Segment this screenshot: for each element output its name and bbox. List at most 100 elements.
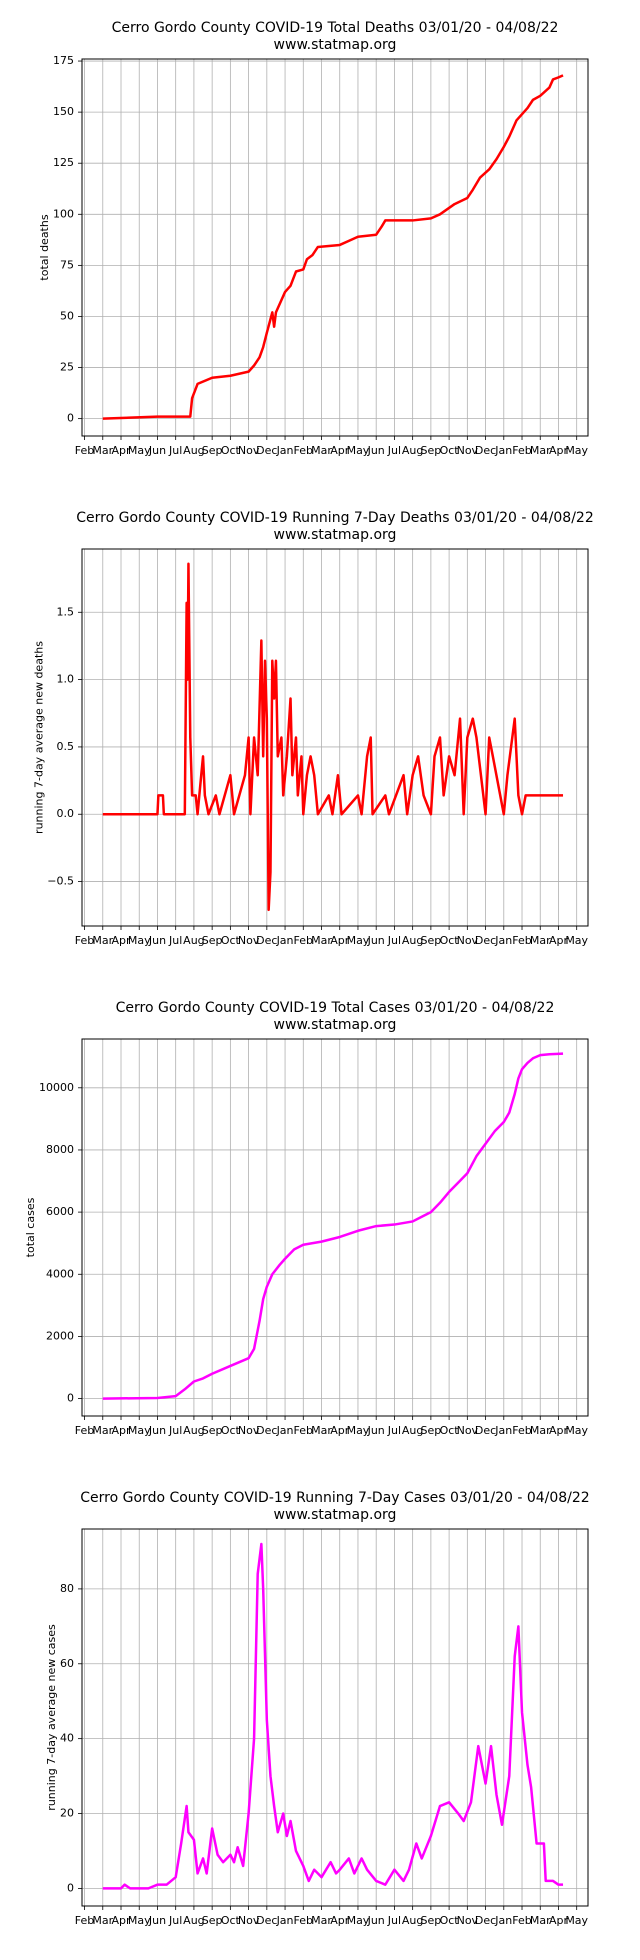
y-tick-label: 2000: [46, 1329, 74, 1342]
x-tick-label: Jun: [148, 444, 166, 457]
x-tick-label: May: [565, 1424, 588, 1437]
x-tick-label: Jul: [168, 934, 182, 947]
y-tick-label: 40: [60, 1732, 74, 1745]
y-tick-label: 6000: [46, 1205, 74, 1218]
plot-frame: [81, 1038, 589, 1417]
x-tick-label: Sep: [202, 1914, 223, 1927]
x-tick-label: Mar: [311, 1424, 332, 1437]
y-tick-label: 0: [67, 412, 74, 425]
x-tick-label: Mar: [92, 934, 113, 947]
x-tick-label: Nov: [238, 444, 260, 457]
y-tick-label: 150: [53, 105, 74, 118]
x-tick-label: Jun: [367, 1914, 385, 1927]
x-tick-label: May: [565, 444, 588, 457]
x-tick-label: Dec: [475, 1424, 496, 1437]
chart-title: Cerro Gordo County COVID-19 Running 7-Da…: [80, 1490, 589, 1506]
x-tick-label: Sep: [421, 1424, 442, 1437]
x-tick-label: May: [347, 444, 370, 457]
x-tick-label: Apr: [330, 934, 350, 947]
y-tick-label: 1.5: [57, 605, 75, 618]
x-tick-label: Mar: [530, 1424, 551, 1437]
x-tick-label: Feb: [75, 1424, 94, 1437]
x-tick-label: Feb: [294, 934, 313, 947]
x-tick-label: Mar: [530, 444, 551, 457]
x-tick-label: Jan: [276, 1914, 294, 1927]
x-tick-label: Jul: [387, 934, 401, 947]
x-tick-label: Mar: [311, 934, 332, 947]
x-tick-label: Sep: [202, 444, 223, 457]
x-tick-label: Feb: [512, 1914, 531, 1927]
x-tick-label: Apr: [549, 934, 569, 947]
x-tick-label: Feb: [294, 444, 313, 457]
y-tick-label: 80: [60, 1582, 74, 1595]
x-tick-label: Jan: [276, 1424, 294, 1437]
y-tick-label: 0.0: [57, 807, 75, 820]
chart-title: Cerro Gordo County COVID-19 Total Deaths…: [112, 20, 559, 36]
x-tick-label: Aug: [402, 1424, 423, 1437]
y-axis-label: running 7-day average new cases: [45, 1624, 58, 1811]
x-tick-label: Jan: [276, 444, 294, 457]
x-tick-label: Mar: [311, 444, 332, 457]
x-tick-label: Feb: [294, 1914, 313, 1927]
x-tick-label: Nov: [457, 444, 479, 457]
x-tick-label: Jan: [494, 934, 512, 947]
x-tick-label: Feb: [75, 1914, 94, 1927]
x-tick-label: May: [347, 934, 370, 947]
x-tick-label: Apr: [111, 1424, 131, 1437]
x-tick-label: Jan: [276, 934, 294, 947]
y-tick-label: 10000: [39, 1081, 74, 1094]
x-tick-label: Nov: [238, 1424, 260, 1437]
y-tick-label: 100: [53, 207, 74, 220]
plot-frame: [81, 1528, 589, 1907]
x-tick-label: Jun: [148, 1424, 166, 1437]
x-tick-label: Dec: [475, 1914, 496, 1927]
x-tick-label: May: [347, 1424, 370, 1437]
x-tick-label: Jun: [148, 1914, 166, 1927]
y-axis-label: running 7-day average new deaths: [32, 641, 45, 834]
x-tick-label: May: [128, 1424, 151, 1437]
x-tick-label: Jul: [387, 1424, 401, 1437]
x-tick-label: Sep: [421, 1914, 442, 1927]
data-line: [102, 74, 564, 420]
x-tick-label: Jun: [367, 1424, 385, 1437]
chart: Cerro Gordo County COVID-19 Total Cases …: [24, 1000, 589, 1437]
x-tick-label: Jul: [387, 444, 401, 457]
x-tick-label: Aug: [183, 444, 204, 457]
x-tick-label: May: [128, 1914, 151, 1927]
x-tick-label: Oct: [221, 444, 241, 457]
y-tick-label: 75: [60, 258, 74, 271]
y-tick-label: 50: [60, 309, 74, 322]
y-tick-label: 175: [53, 54, 74, 67]
x-tick-label: May: [565, 934, 588, 947]
x-tick-label: May: [347, 1914, 370, 1927]
x-tick-label: Jul: [387, 1914, 401, 1927]
x-tick-label: Jul: [168, 1424, 182, 1437]
x-tick-label: Dec: [256, 934, 277, 947]
x-tick-label: Apr: [549, 444, 569, 457]
x-tick-label: May: [565, 1914, 588, 1927]
y-tick-label: 0.5: [57, 740, 75, 753]
x-tick-label: Sep: [202, 934, 223, 947]
x-tick-label: Jun: [367, 934, 385, 947]
chart: Cerro Gordo County COVID-19 Running 7-Da…: [45, 1490, 590, 1927]
x-tick-label: Oct: [440, 934, 460, 947]
y-tick-label: 8000: [46, 1143, 74, 1156]
plot-frame: [81, 58, 589, 437]
x-tick-label: Oct: [221, 934, 241, 947]
x-tick-label: May: [128, 934, 151, 947]
x-tick-label: Mar: [530, 934, 551, 947]
x-tick-label: Feb: [75, 934, 94, 947]
x-tick-label: Aug: [402, 934, 423, 947]
data-line: [102, 1052, 564, 1400]
page: {"chart_data": [ {"type": "line", "title…: [24, 20, 594, 1927]
x-tick-label: Aug: [402, 444, 423, 457]
x-tick-label: Jul: [168, 444, 182, 457]
x-tick-label: Sep: [421, 444, 442, 457]
x-tick-label: Aug: [183, 934, 204, 947]
x-tick-label: Sep: [421, 934, 442, 947]
x-tick-label: Feb: [75, 444, 94, 457]
x-tick-label: Apr: [549, 1424, 569, 1437]
y-tick-label: 1.0: [57, 673, 75, 686]
x-tick-label: Jun: [367, 444, 385, 457]
